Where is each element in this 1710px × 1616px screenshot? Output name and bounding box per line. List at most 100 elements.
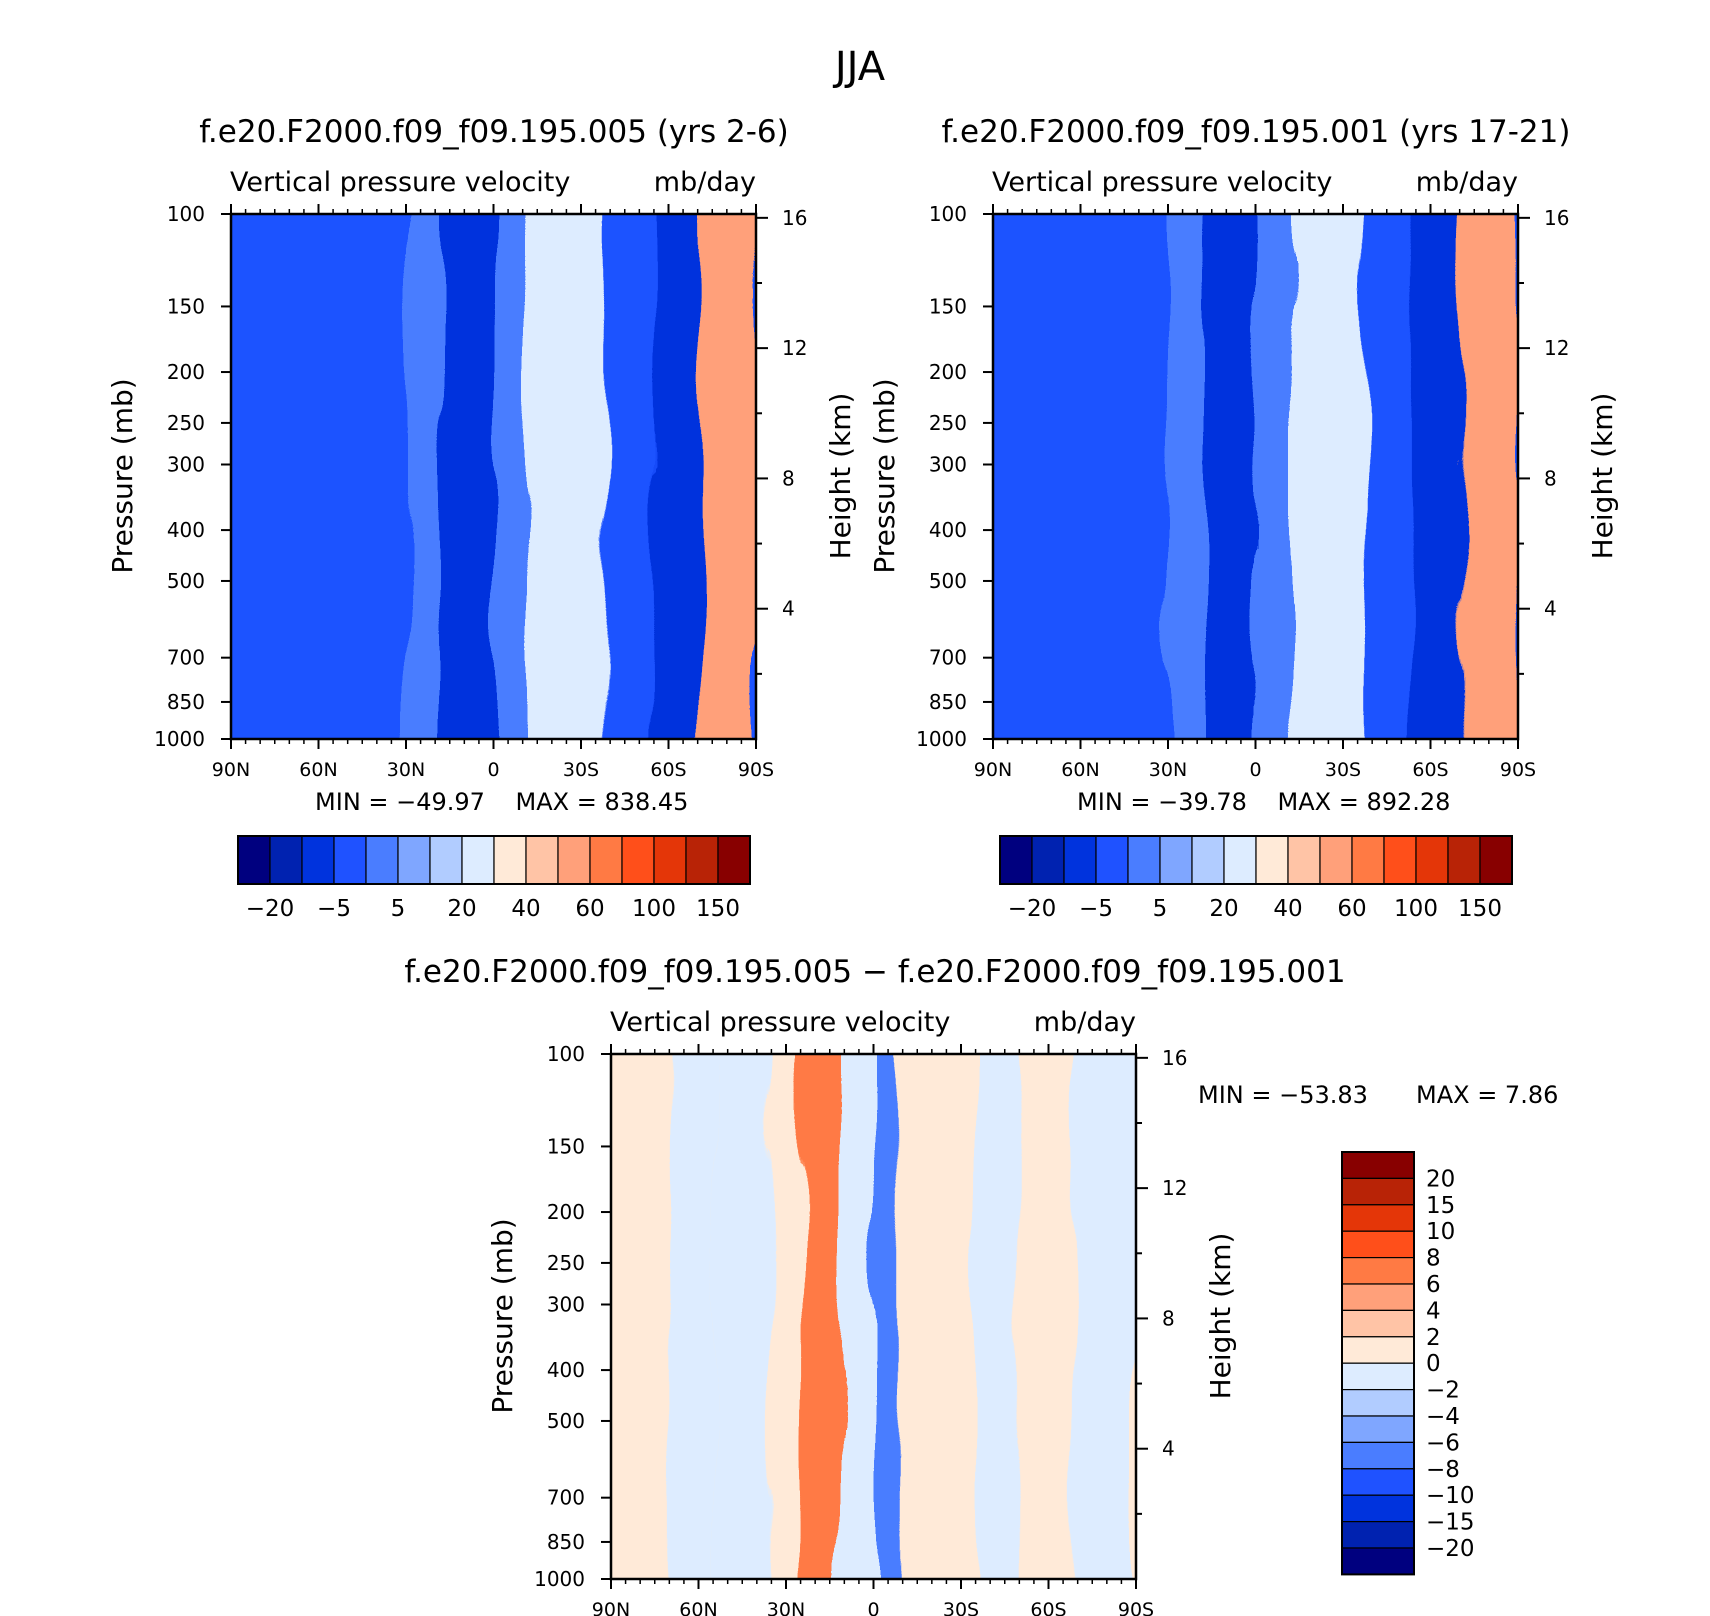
panel-c-subtitle-right: mb/day xyxy=(1034,1007,1136,1038)
colorbar-box xyxy=(1341,1283,1415,1311)
colorbar-label: −4 xyxy=(1426,1404,1460,1430)
panel-a-ylabel: Pressure (mb) xyxy=(106,378,139,573)
colorbar-label: 40 xyxy=(1273,896,1302,922)
x-tick-label: 90S xyxy=(738,759,774,781)
y-tick-label: 1000 xyxy=(154,727,205,751)
field-band xyxy=(1168,214,1203,739)
panel-c-subtitle-left: Vertical pressure velocity xyxy=(610,1007,950,1038)
x-tick-label: 60N xyxy=(1061,759,1099,781)
colorbar-label: 150 xyxy=(696,896,740,922)
colorbar-box xyxy=(237,835,271,885)
colorbar-box xyxy=(999,835,1033,885)
x-tick-label: 30N xyxy=(1149,759,1187,781)
colorbar-label: −8 xyxy=(1426,1457,1460,1483)
colorbar-box xyxy=(1341,1177,1415,1206)
panel-c: f.e20.F2000.f09_f09.195.005 − f.e20.F200… xyxy=(404,954,1558,1616)
y-tick-label: 200 xyxy=(547,1200,585,1224)
field-band xyxy=(231,214,319,739)
colorbar-box xyxy=(685,835,719,885)
y2-tick-label: 8 xyxy=(1162,1306,1175,1330)
field-band xyxy=(838,1054,874,1579)
colorbar-label: 2 xyxy=(1426,1325,1441,1351)
x-tick-label: 30S xyxy=(563,759,599,781)
field-band xyxy=(406,214,441,739)
y-tick-label: 100 xyxy=(547,1042,585,1066)
colorbar-box xyxy=(1255,835,1289,885)
panel-a-min: MIN = −49.97 xyxy=(315,788,485,816)
panel-b: f.e20.F2000.f09_f09.195.001 (yrs 17-21) … xyxy=(868,114,1619,922)
panel-a-title: f.e20.F2000.f09_f09.195.005 (yrs 2-6) xyxy=(199,114,789,150)
y2-tick-label: 16 xyxy=(782,206,807,230)
field-band xyxy=(493,214,529,739)
colorbar-box xyxy=(1341,1468,1415,1496)
y-tick-label: 500 xyxy=(929,569,967,593)
colorbar-label: 60 xyxy=(575,896,604,922)
colorbar-label: 20 xyxy=(447,896,476,922)
colorbar-box xyxy=(1223,835,1257,885)
panel-b-ylabel2: Height (km) xyxy=(1586,393,1619,560)
colorbar-label: 5 xyxy=(391,896,406,922)
field-bands xyxy=(611,1054,1136,1579)
field-band xyxy=(441,214,494,739)
panel-b-colorbar: −20 −5 5 20 40 60 100 150 xyxy=(999,835,1513,922)
colorbar-box xyxy=(717,835,751,885)
colorbar-label: 10 xyxy=(1426,1219,1455,1245)
field-band xyxy=(713,1054,772,1579)
y2-tick-label: 4 xyxy=(1162,1437,1175,1461)
panel-a-colorbar: −20 −5 5 20 40 60 100 150 xyxy=(237,835,751,922)
panel-c-max: MAX = 7.86 xyxy=(1416,1081,1558,1109)
y-tick-label: 200 xyxy=(929,360,967,384)
x-tick-label: 60S xyxy=(1412,759,1448,781)
colorbar-box xyxy=(653,835,687,885)
x-tick-label: 0 xyxy=(1249,759,1261,781)
field-band xyxy=(993,214,1081,739)
colorbar-label: −5 xyxy=(1079,896,1113,922)
panel-b-max: MAX = 892.28 xyxy=(1278,788,1451,816)
y2-tick-label: 4 xyxy=(1544,597,1557,621)
field-band xyxy=(1255,214,1291,739)
y2-tick-label: 12 xyxy=(782,336,807,360)
colorbar-box xyxy=(461,835,495,885)
colorbar-label: 100 xyxy=(632,896,676,922)
y-tick-label: 700 xyxy=(167,646,205,670)
field-band xyxy=(653,214,698,739)
colorbar-box xyxy=(1341,1151,1415,1179)
panel-c-ylabel2: Height (km) xyxy=(1204,1233,1237,1400)
colorbar-label: −5 xyxy=(317,896,351,922)
y-tick-label: 100 xyxy=(929,202,967,226)
x-tick-label: 0 xyxy=(487,759,499,781)
x-tick-label: 60N xyxy=(679,1599,717,1616)
colorbar-label: 150 xyxy=(1458,896,1502,922)
panel-a: f.e20.F2000.f09_f09.195.005 (yrs 2-6) Ve… xyxy=(106,114,857,922)
field-band xyxy=(1459,214,1518,739)
colorbar-box xyxy=(1319,835,1353,885)
colorbar-box xyxy=(1341,1441,1415,1470)
colorbar-box xyxy=(1341,1256,1415,1285)
panel-a-max: MAX = 838.45 xyxy=(516,788,689,816)
panel-c-min: MIN = −53.83 xyxy=(1198,1081,1368,1109)
colorbar-label: 6 xyxy=(1426,1272,1441,1298)
colorbar-label: −10 xyxy=(1426,1483,1475,1509)
y-tick-label: 150 xyxy=(547,1134,585,1158)
panel-c-title: f.e20.F2000.f09_f09.195.005 − f.e20.F200… xyxy=(404,954,1345,990)
y-tick-label: 1000 xyxy=(916,727,967,751)
panel-a-subtitle-right: mb/day xyxy=(654,167,756,198)
colorbar-box xyxy=(1095,835,1129,885)
x-tick-label: 90N xyxy=(212,759,250,781)
colorbar-box xyxy=(1383,835,1417,885)
panel-a-field xyxy=(231,214,756,739)
colorbar-box xyxy=(1341,1520,1415,1549)
x-tick-label: 90S xyxy=(1118,1599,1154,1616)
y-tick-label: 1000 xyxy=(534,1567,585,1591)
x-tick-label: 90S xyxy=(1500,759,1536,781)
colorbar-frame xyxy=(1341,1151,1415,1576)
colorbar-box xyxy=(1415,835,1449,885)
field-band xyxy=(1019,1054,1072,1579)
colorbar-label: 40 xyxy=(511,896,540,922)
y2-tick-label: 8 xyxy=(782,466,795,490)
y-tick-label: 850 xyxy=(167,690,205,714)
field-band xyxy=(771,1054,801,1579)
colorbar-label: −20 xyxy=(1008,896,1057,922)
x-tick-label: 90N xyxy=(592,1599,630,1616)
